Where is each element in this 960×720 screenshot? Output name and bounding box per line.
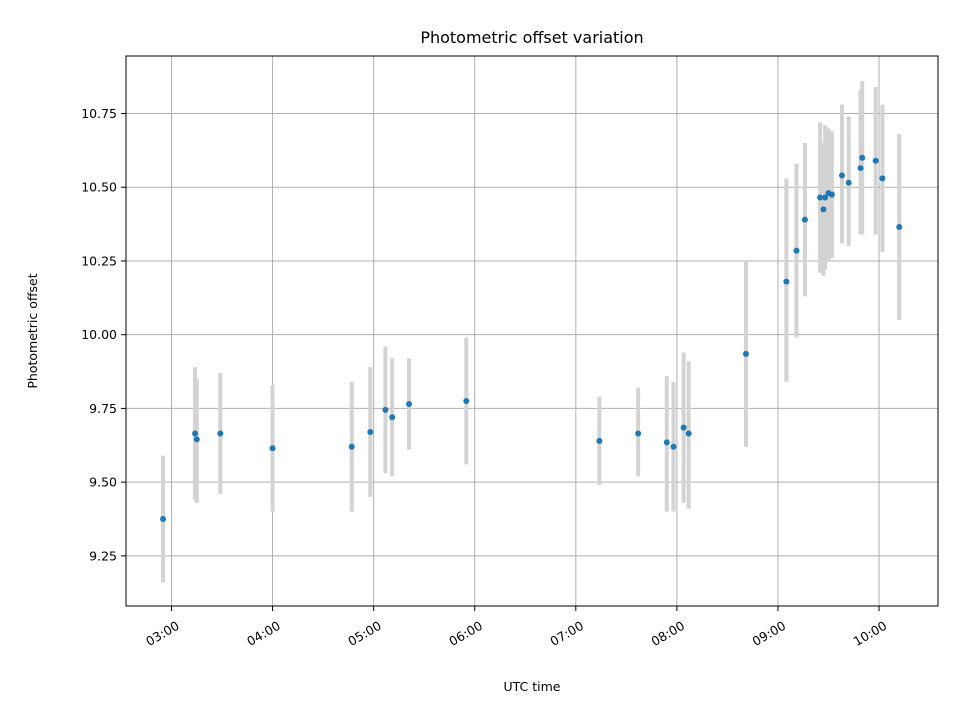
data-point (685, 430, 692, 437)
chart-title: Photometric offset variation (420, 28, 643, 47)
y-tick-label: 10.75 (81, 106, 117, 121)
data-point (192, 430, 199, 437)
x-tick-label: 07:00 (547, 618, 586, 649)
data-point (269, 445, 276, 452)
x-axis-ticks: 03:00 04:00 05:00 06:00 07:00 08:00 09:00 10:00 (143, 606, 889, 649)
data-point (680, 424, 687, 431)
x-tick-label: 10:00 (851, 618, 890, 649)
y-axis-label: Photometric offset (25, 273, 40, 388)
data-point (463, 398, 470, 405)
y-axis-ticks: 9.25 9.50 9.75 10.00 10.25 10.50 10.75 (81, 106, 126, 563)
data-point (879, 175, 886, 182)
y-tick-label: 9.25 (89, 548, 117, 563)
data-point (859, 154, 866, 161)
data-point (742, 350, 749, 357)
error-bars (161, 81, 902, 583)
data-point (389, 414, 396, 421)
data-point (828, 191, 835, 198)
x-tick-label: 03:00 (143, 618, 182, 649)
data-point (596, 437, 603, 444)
data-point (822, 194, 829, 201)
data-point (857, 165, 864, 172)
data-point (820, 206, 827, 213)
y-tick-label: 10.50 (81, 180, 117, 195)
data-point (801, 216, 808, 223)
data-point (872, 157, 879, 164)
data-point (783, 278, 790, 285)
data-point (193, 436, 200, 443)
x-tick-label: 06:00 (446, 618, 485, 649)
data-point (367, 429, 374, 436)
data-point (663, 439, 670, 446)
data-points (160, 154, 903, 523)
y-tick-label: 9.50 (89, 475, 117, 490)
x-tick-label: 08:00 (648, 618, 687, 649)
data-point (817, 194, 824, 201)
data-point (217, 430, 224, 437)
x-tick-label: 09:00 (750, 618, 789, 649)
x-axis-label: UTC time (504, 679, 561, 694)
y-tick-label: 10.25 (81, 253, 117, 268)
data-point (838, 172, 845, 179)
data-point (896, 224, 903, 231)
data-point (670, 443, 677, 450)
data-point (635, 430, 642, 437)
data-point (348, 443, 355, 450)
data-point (845, 179, 852, 186)
plot-frame (125, 55, 939, 607)
data-point (382, 406, 389, 413)
y-tick-label: 9.75 (89, 401, 117, 416)
x-tick-label: 05:00 (345, 618, 384, 649)
data-point (406, 400, 413, 407)
x-tick-label: 04:00 (244, 618, 283, 649)
y-tick-label: 10.00 (81, 327, 117, 342)
data-point (160, 516, 167, 523)
data-point (793, 247, 800, 254)
grid-lines (126, 56, 938, 606)
